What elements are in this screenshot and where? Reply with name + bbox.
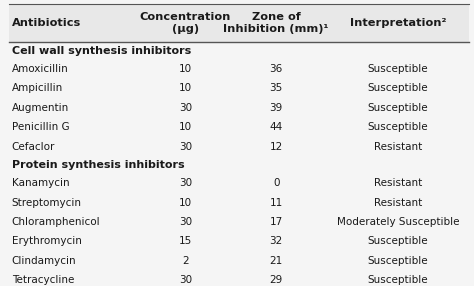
Text: Penicillin G: Penicillin G xyxy=(12,122,69,132)
Text: 36: 36 xyxy=(270,64,283,74)
Text: Erythromycin: Erythromycin xyxy=(12,236,82,246)
Text: 30: 30 xyxy=(179,178,192,188)
Text: 10: 10 xyxy=(179,64,192,74)
Text: Streptomycin: Streptomycin xyxy=(12,198,82,208)
Text: Moderately Susceptible: Moderately Susceptible xyxy=(337,217,459,227)
Text: 30: 30 xyxy=(179,217,192,227)
Text: 0: 0 xyxy=(273,178,279,188)
Text: 21: 21 xyxy=(270,256,283,266)
Text: Susceptible: Susceptible xyxy=(368,256,428,266)
Text: Protein synthesis inhibitors: Protein synthesis inhibitors xyxy=(12,160,184,170)
Text: Augmentin: Augmentin xyxy=(12,103,69,113)
Text: Concentration
(μg): Concentration (μg) xyxy=(140,12,231,34)
Text: 30: 30 xyxy=(179,142,192,152)
Text: Resistant: Resistant xyxy=(374,198,422,208)
Text: 44: 44 xyxy=(270,122,283,132)
Text: 39: 39 xyxy=(270,103,283,113)
Text: Susceptible: Susceptible xyxy=(368,275,428,285)
Text: Cell wall synthesis inhibitors: Cell wall synthesis inhibitors xyxy=(12,46,191,56)
Text: Tetracycline: Tetracycline xyxy=(12,275,74,285)
Text: 10: 10 xyxy=(179,198,192,208)
Text: Susceptible: Susceptible xyxy=(368,236,428,246)
Text: Antibiotics: Antibiotics xyxy=(12,18,81,28)
Text: 10: 10 xyxy=(179,84,192,94)
Text: 2: 2 xyxy=(182,256,189,266)
Bar xyxy=(9,4,469,42)
Text: Kanamycin: Kanamycin xyxy=(12,178,69,188)
Text: 10: 10 xyxy=(179,122,192,132)
Text: 12: 12 xyxy=(270,142,283,152)
Text: 30: 30 xyxy=(179,103,192,113)
Text: 11: 11 xyxy=(270,198,283,208)
Text: Amoxicillin: Amoxicillin xyxy=(12,64,69,74)
Text: Resistant: Resistant xyxy=(374,178,422,188)
Text: Interpretation²: Interpretation² xyxy=(350,18,446,28)
Text: Susceptible: Susceptible xyxy=(368,122,428,132)
Text: Susceptible: Susceptible xyxy=(368,64,428,74)
Text: 32: 32 xyxy=(270,236,283,246)
Text: 29: 29 xyxy=(270,275,283,285)
Text: Resistant: Resistant xyxy=(374,142,422,152)
Text: Clindamycin: Clindamycin xyxy=(12,256,76,266)
Text: Susceptible: Susceptible xyxy=(368,103,428,113)
Text: Susceptible: Susceptible xyxy=(368,84,428,94)
Text: 15: 15 xyxy=(179,236,192,246)
Text: Zone of
Inhibition (mm)¹: Zone of Inhibition (mm)¹ xyxy=(223,12,329,34)
Text: Chloramphenicol: Chloramphenicol xyxy=(12,217,100,227)
Text: 35: 35 xyxy=(270,84,283,94)
Text: 17: 17 xyxy=(270,217,283,227)
Text: 30: 30 xyxy=(179,275,192,285)
Text: Cefaclor: Cefaclor xyxy=(12,142,55,152)
Text: Ampicillin: Ampicillin xyxy=(12,84,63,94)
